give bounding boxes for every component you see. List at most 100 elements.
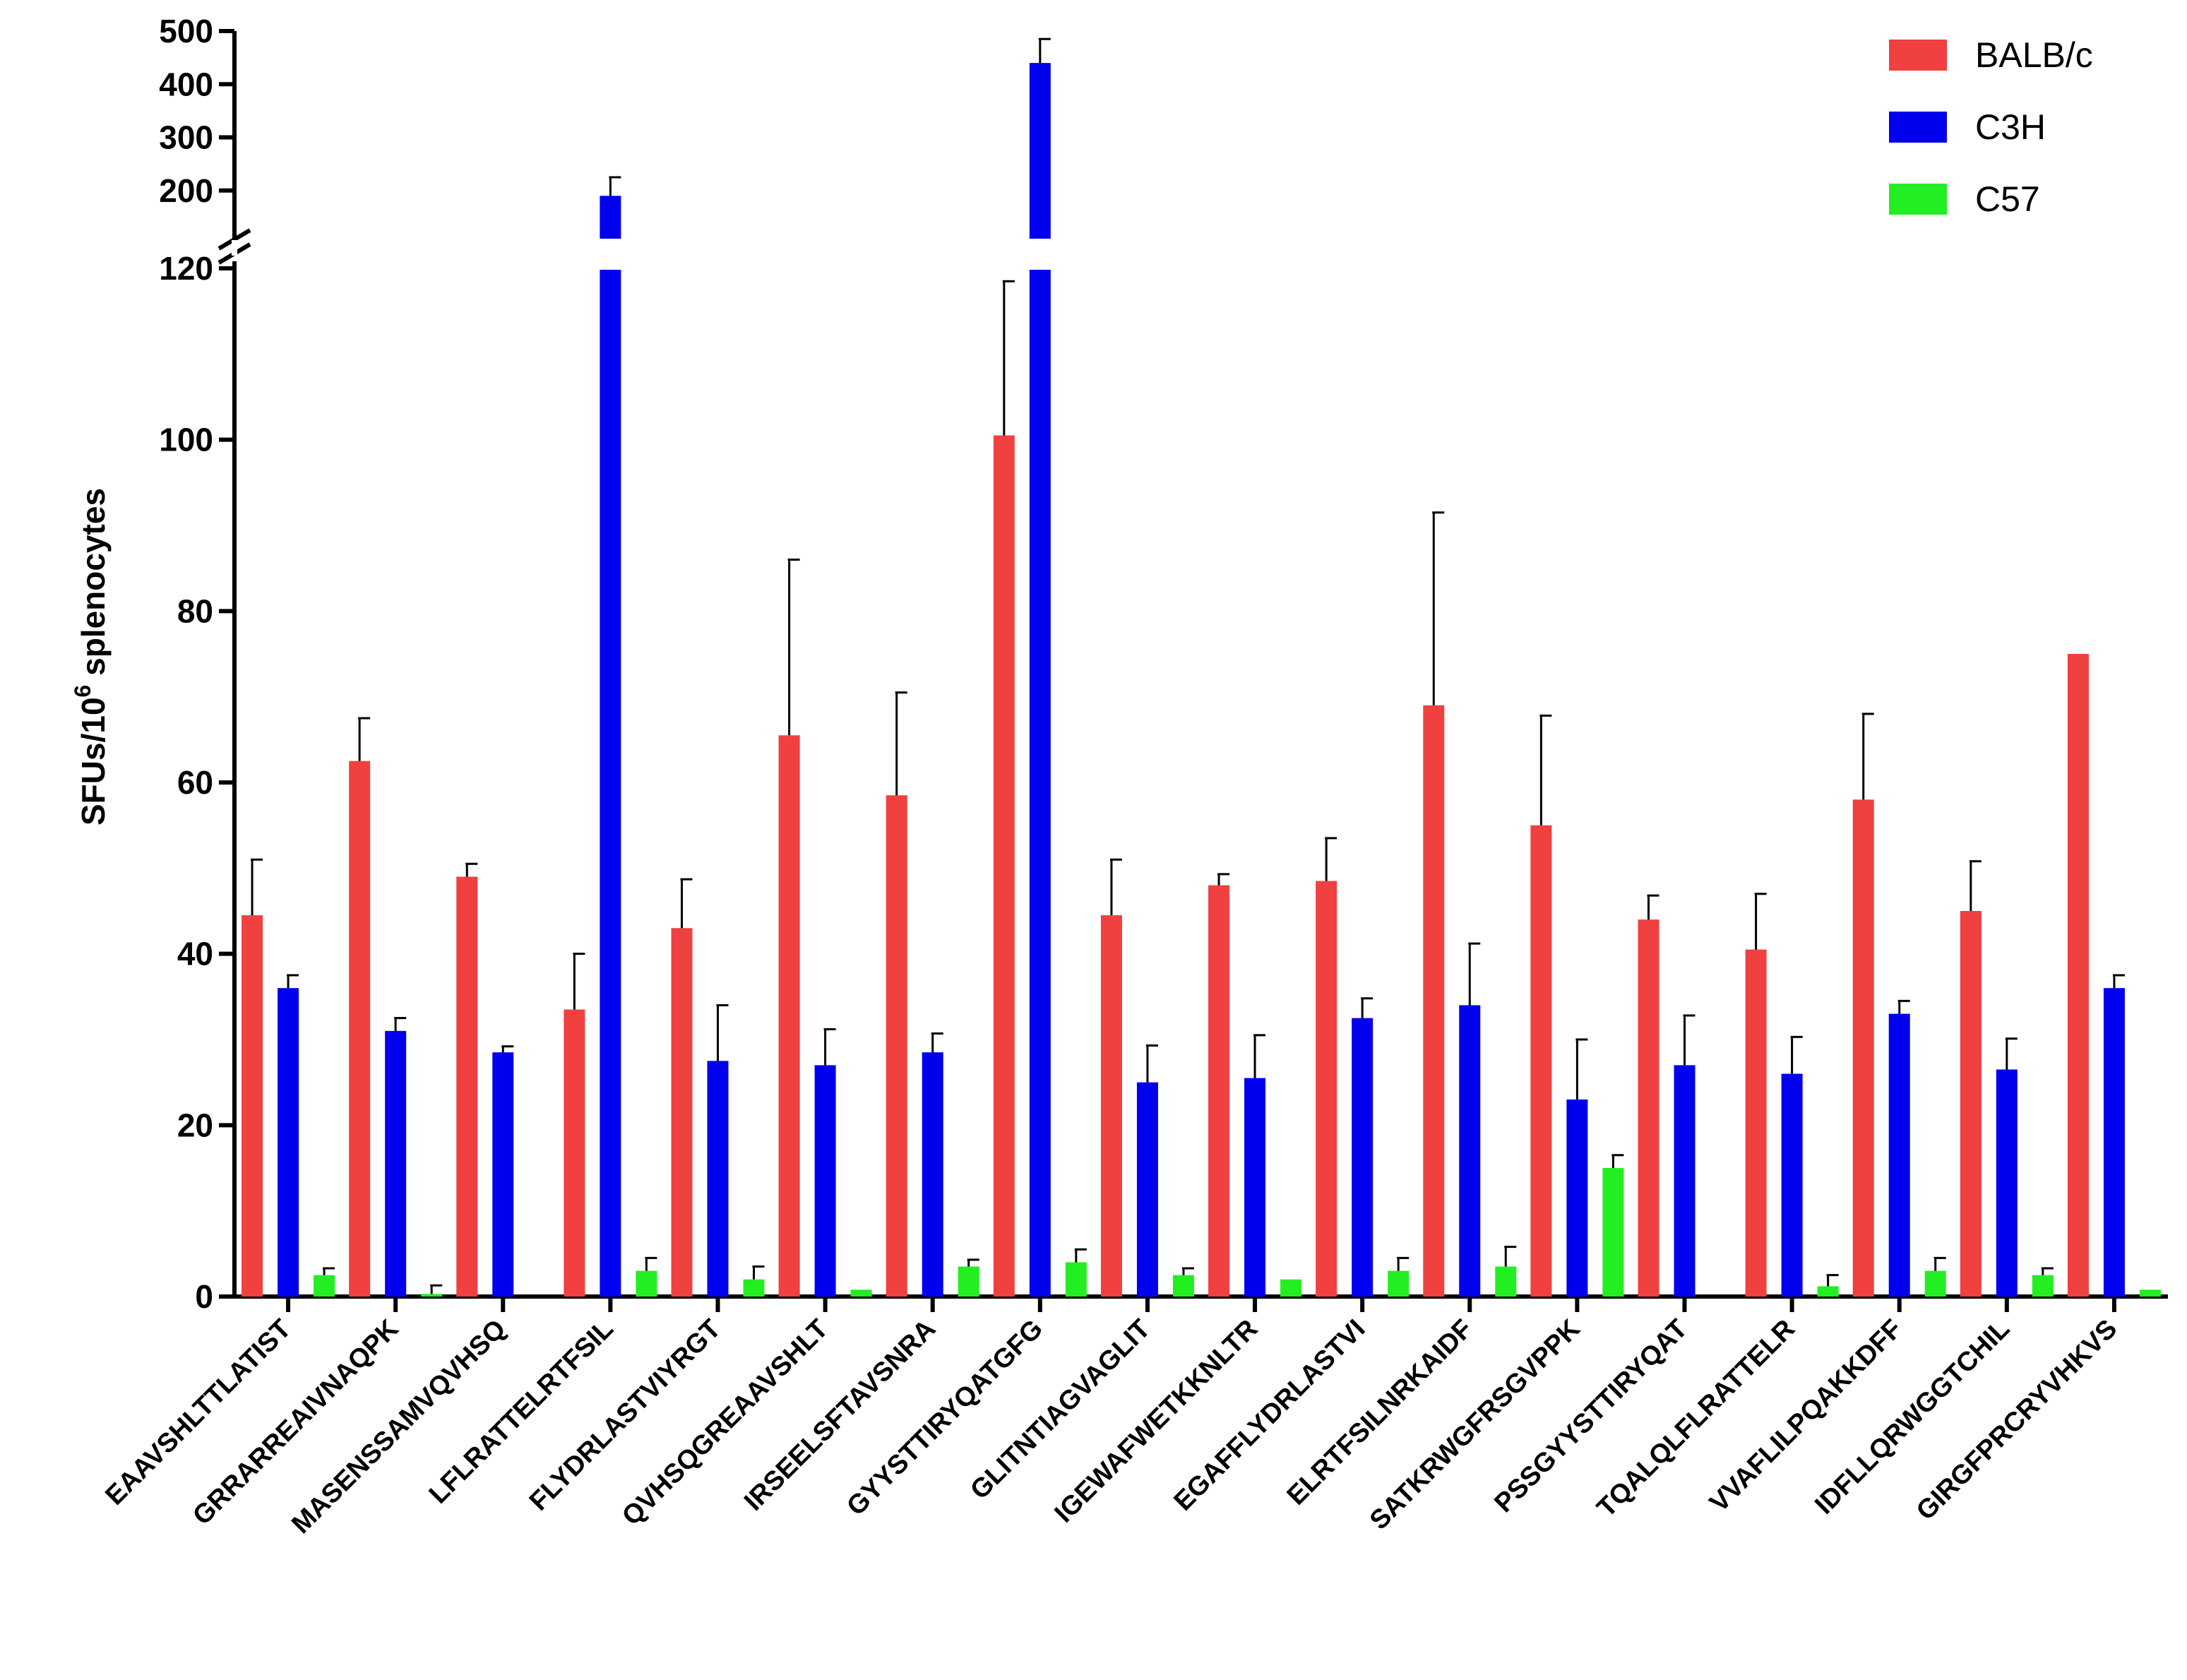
bar-c3h <box>385 1030 407 1297</box>
x-category-label: GIRGFPRCRYVHKVS <box>1911 1314 2123 1526</box>
y-tick-label: 500 <box>159 13 213 49</box>
bar-c57 <box>1065 1262 1087 1297</box>
legend-swatch <box>1889 112 1947 143</box>
x-category-label: IRSEELSFTAVSNRA <box>739 1314 941 1517</box>
legend-label: C57 <box>1975 179 2040 219</box>
bar-c3h <box>1459 1005 1481 1297</box>
y-axis-label: SFUs/106 splenocytes <box>70 488 112 826</box>
bar-c3h <box>1136 1082 1158 1297</box>
bar-balbc <box>1208 885 1230 1297</box>
bar-c57 <box>1817 1286 1839 1297</box>
bar-balbc <box>456 876 478 1297</box>
y-ticks: 0 20 40 60 80 100 120 200 300 400 500 <box>159 13 234 1315</box>
y-tick-label: 0 <box>195 1278 213 1315</box>
x-category-label: FLYDRLASTVIYRGT <box>524 1314 727 1517</box>
x-category-label: GLITNTIAGVAGLIT <box>965 1314 1156 1506</box>
y-tick-label: 20 <box>177 1107 213 1143</box>
y-tick-label: 400 <box>159 66 213 102</box>
bar-break-gap <box>540 239 681 270</box>
y-tick-label: 120 <box>159 250 213 287</box>
x-category-label: MASENSSAMVQVHSQ <box>286 1314 511 1539</box>
bar-c3h <box>492 1052 514 1297</box>
bar-c57 <box>958 1266 979 1297</box>
x-category-label: IDFLLQRWGGTCHIL <box>1809 1314 2015 1520</box>
bar-balbc <box>1852 799 1874 1297</box>
bar-balbc <box>778 735 800 1297</box>
y-axis-label-main: SFUs/10 <box>75 697 112 826</box>
error-bars <box>251 37 2125 1294</box>
legend-label: C3H <box>1975 107 2046 147</box>
bar-balbc <box>1423 705 1445 1297</box>
x-category-label: PSSGYYSTTIRYQAT <box>1489 1314 1693 1518</box>
bar-c57 <box>2032 1275 2054 1297</box>
bar-c3h <box>2103 988 2125 1297</box>
bar-balbc <box>671 928 693 1297</box>
bar-c57 <box>1280 1279 1302 1297</box>
bar-c3h <box>922 1052 943 1297</box>
legend-swatch <box>1889 40 1947 71</box>
axis-break-mark <box>217 228 251 251</box>
x-category-label: GYYSTTIRYQATGFG <box>841 1314 1049 1522</box>
axes <box>217 31 2168 1312</box>
bar-c57 <box>421 1294 443 1297</box>
bar-balbc <box>1638 919 1659 1297</box>
y-tick-label: 100 <box>159 422 213 458</box>
x-category-label: EAAVSHLTTLATIST <box>100 1314 297 1511</box>
bar-balbc <box>564 1009 585 1297</box>
y-axis-label-superscript: 6 <box>70 685 95 698</box>
bar-c57 <box>1172 1275 1194 1297</box>
x-category-label: QVHSQGREAAVSHLT <box>616 1314 834 1532</box>
bar-c3h <box>1888 1013 1910 1297</box>
bar-c3h <box>814 1065 836 1297</box>
x-category-label: LFLRATTELRTFSIL <box>424 1314 619 1510</box>
bar-c3h <box>1996 1069 2018 1297</box>
y-tick-label: 300 <box>159 119 213 156</box>
bar-c3h <box>600 196 621 1297</box>
bar-c3h <box>278 988 299 1297</box>
bar-c57 <box>1924 1270 1946 1297</box>
legend: BALB/c C3H C57 <box>1889 35 2093 219</box>
x-category-label: SATKRWGFRSGVPPK <box>1364 1313 1586 1535</box>
y-tick-label: 40 <box>177 936 213 972</box>
bar-break-gap <box>969 239 1111 270</box>
bar-balbc <box>1530 825 1552 1297</box>
x-category-label: ELRTFSILNRKAIDF <box>1282 1314 1479 1511</box>
bar-c3h <box>1244 1078 1266 1297</box>
bar-c57 <box>1495 1266 1517 1297</box>
bar-c3h <box>1674 1065 1696 1297</box>
axis-break-gap <box>232 240 237 256</box>
x-category-labels: EAAVSHLTTLATISTGRRARREAIVNAQPKMASENSSAMV… <box>100 1313 2123 1539</box>
legend-swatch <box>1889 184 1947 215</box>
bar-balbc <box>1960 911 1982 1297</box>
bar-c57 <box>2139 1289 2161 1297</box>
bars <box>242 63 2161 1297</box>
bar-balbc <box>2067 654 2089 1297</box>
bar-c57 <box>1388 1270 1410 1297</box>
bar-balbc <box>242 915 263 1297</box>
bar-c3h <box>1352 1018 1373 1297</box>
bar-c3h <box>707 1061 729 1297</box>
x-category-label: VVAFLILPQAKKDFF <box>1704 1314 1908 1518</box>
legend-label: BALB/c <box>1975 35 2093 75</box>
x-category-label: TQALQLFLRATTELR <box>1592 1314 1801 1523</box>
bar-balbc <box>349 761 371 1297</box>
bar-c57 <box>636 1270 657 1297</box>
bar-c57 <box>1602 1168 1624 1297</box>
bar-c3h <box>1566 1099 1588 1297</box>
bar-balbc <box>1316 881 1337 1297</box>
y-tick-label: 80 <box>177 592 213 629</box>
x-category-label: GRRARREAIVNAQPK <box>187 1313 405 1531</box>
bar-c57 <box>743 1279 765 1297</box>
bar-balbc <box>1100 915 1122 1297</box>
y-tick-label: 200 <box>159 172 213 209</box>
x-category-label: IGEWAFWETKKNLTR <box>1049 1314 1264 1529</box>
bar-c3h <box>1781 1073 1803 1297</box>
bar-balbc <box>886 795 907 1297</box>
y-tick-label: 60 <box>177 764 213 801</box>
y-axis-label-suffix: splenocytes <box>75 488 112 685</box>
bar-c57 <box>850 1289 872 1297</box>
x-category-label: EGAFFLYDRLASTVI <box>1169 1314 1371 1517</box>
bar-balbc <box>993 435 1015 1297</box>
bar-c57 <box>314 1275 335 1297</box>
